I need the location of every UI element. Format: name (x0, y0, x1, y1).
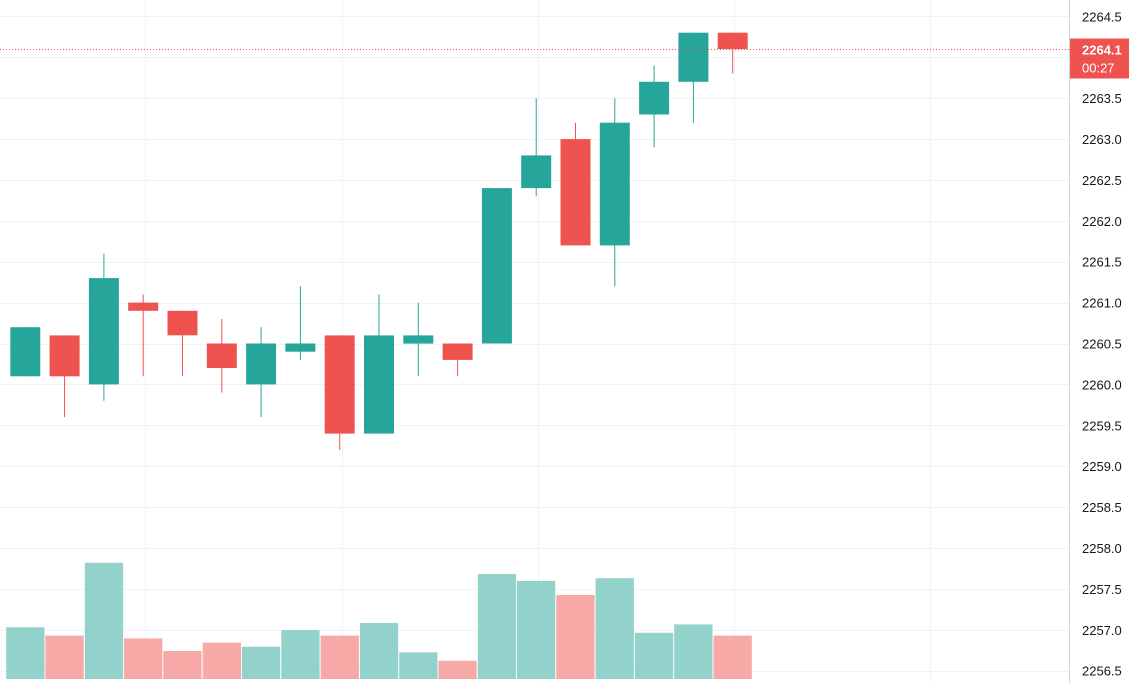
candle-body (364, 335, 394, 434)
candle[interactable] (364, 294, 394, 434)
candle[interactable] (246, 327, 277, 418)
candle-body (167, 310, 198, 336)
price-tick-label: 2257.0 (1082, 623, 1122, 638)
last-price-value: 2264.1 (1082, 43, 1122, 58)
price-tick-label: 2261.5 (1082, 255, 1122, 270)
candle-body (285, 343, 316, 352)
volume-bar (556, 595, 595, 679)
volume-bar (45, 635, 84, 679)
price-tick-label: 2262.5 (1082, 173, 1122, 188)
volume-bar (517, 581, 556, 679)
candle-body (324, 335, 355, 434)
volume-bar (202, 642, 241, 679)
candles (10, 32, 748, 450)
volume-bar (674, 624, 713, 679)
volume-bar (634, 632, 674, 679)
volume-bar (281, 630, 320, 679)
price-tick-label: 2259.0 (1082, 459, 1122, 474)
volume-bar (438, 660, 477, 679)
candle-body (442, 343, 473, 360)
price-tick-label: 2261.0 (1082, 296, 1122, 311)
price-tick-label: 2258.5 (1082, 500, 1122, 515)
candle[interactable] (521, 98, 552, 197)
candle-body (246, 343, 277, 385)
volume-bar (399, 652, 438, 679)
candle-body (128, 302, 159, 311)
candle[interactable] (403, 302, 434, 377)
price-tick-label: 2260.0 (1082, 377, 1122, 392)
price-tick-label: 2262.0 (1082, 214, 1122, 229)
volume-bar (320, 635, 359, 679)
volume-bar (359, 623, 399, 679)
volume-bar (84, 562, 124, 679)
candle[interactable] (88, 253, 119, 401)
candle-body (639, 81, 670, 115)
price-tick-label: 2263.5 (1082, 91, 1122, 106)
grid-lines (0, 0, 1069, 683)
candle-body (88, 278, 119, 385)
last-price-badge (1070, 38, 1129, 79)
candle-body (717, 32, 748, 50)
candle-body (49, 335, 80, 377)
candle[interactable] (481, 188, 512, 344)
candle-body (521, 155, 552, 189)
candle[interactable] (678, 32, 709, 123)
candle[interactable] (128, 294, 159, 377)
price-tick-label: 2256.5 (1082, 664, 1122, 679)
price-tick-label: 2263.0 (1082, 132, 1122, 147)
price-tick-label: 2260.5 (1082, 337, 1122, 352)
candle[interactable] (285, 286, 316, 360)
volume-bar (595, 578, 634, 679)
volume-bar (124, 638, 163, 679)
price-axis[interactable]: 2256.5 2257.0 2257.5 2258.0 2258.5 2259.0 2259… (1069, 0, 1129, 683)
candle[interactable] (49, 335, 80, 418)
volume-bar (241, 646, 281, 679)
price-axis-background (1069, 0, 1129, 683)
volume-bar (713, 635, 752, 679)
candle[interactable] (639, 65, 670, 148)
candle[interactable] (442, 343, 473, 377)
candle[interactable] (560, 122, 591, 246)
candle[interactable] (599, 98, 630, 287)
candle[interactable] (206, 319, 237, 393)
volume-bar (477, 574, 517, 679)
candle[interactable] (324, 335, 355, 450)
price-tick-label: 2258.0 (1082, 541, 1122, 556)
candle-body (403, 335, 434, 344)
volume-bars (6, 562, 752, 679)
last-price-label: 2264.1 00:27 (1070, 38, 1129, 79)
volume-bar (6, 627, 45, 679)
candle-body (678, 32, 709, 82)
candle[interactable] (717, 32, 748, 74)
volume-bar (163, 651, 202, 679)
candle-body (481, 188, 512, 344)
candle[interactable] (10, 327, 41, 377)
candle-body (599, 122, 630, 246)
price-tick-label: 2257.5 (1082, 582, 1122, 597)
bar-countdown: 00:27 (1082, 61, 1115, 76)
price-tick-label: 2264.5 (1082, 9, 1122, 24)
price-tick-label: 2259.5 (1082, 418, 1122, 433)
candle-body (560, 139, 591, 246)
candle-body (10, 327, 41, 377)
candle[interactable] (167, 310, 198, 377)
candle-body (206, 343, 237, 368)
